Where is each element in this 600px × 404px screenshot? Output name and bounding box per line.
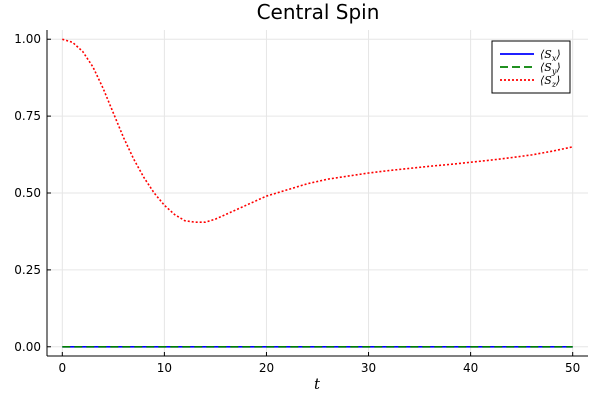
x-tick-label: 50 <box>565 361 580 375</box>
tick-labels: 0 10 20 30 40 50 0.00 0.25 0.50 0.75 1.00 <box>14 32 580 375</box>
x-axis-label: t <box>314 375 321 393</box>
y-tick-label: 0.50 <box>14 186 41 200</box>
x-tick-label: 0 <box>58 361 66 375</box>
legend-label-y: ⟨Sy⟩ <box>540 61 561 76</box>
series <box>62 38 573 348</box>
chart-title: Central Spin <box>257 0 380 24</box>
x-tick-label: 40 <box>463 361 478 375</box>
x-tick-label: 20 <box>259 361 274 375</box>
y-tick-label: 0.75 <box>14 109 41 123</box>
y-tick-label: 0.00 <box>14 340 41 354</box>
legend-label-x: ⟨Sx⟩ <box>540 48 561 63</box>
y-tick-label: 1.00 <box>14 32 41 46</box>
y-tick-label: 0.25 <box>14 263 41 277</box>
legend: ⟨Sx⟩⟨Sy⟩⟨Sz⟩ <box>491 40 571 94</box>
legend-label-z: ⟨Sz⟩ <box>540 74 560 89</box>
series-line-z <box>62 38 573 224</box>
x-tick-label: 30 <box>361 361 376 375</box>
x-tick-label: 10 <box>157 361 172 375</box>
